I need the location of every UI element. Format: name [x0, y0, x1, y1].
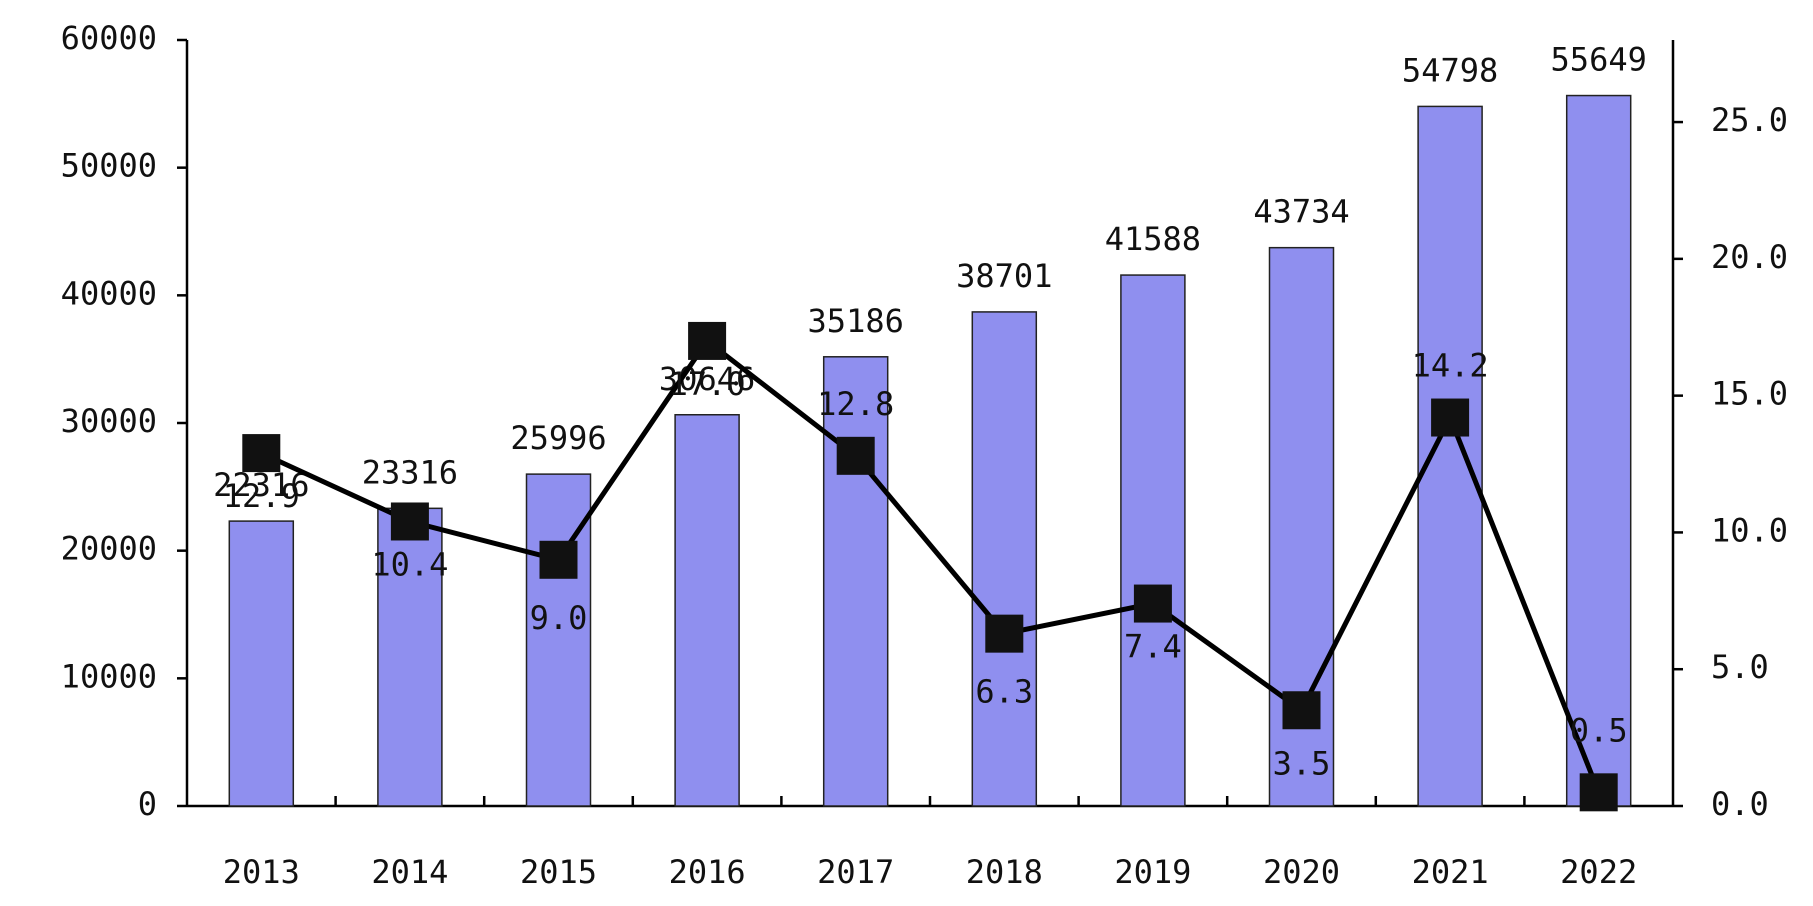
y2-tick-label: 5.0: [1711, 648, 1769, 686]
y2-tick-label: 25.0: [1711, 101, 1788, 139]
y-tick-label: 10000: [61, 657, 157, 695]
line-value-label: 10.4: [371, 545, 448, 583]
bar-value-label: 22316: [213, 466, 309, 504]
line-value-label: 7.4: [1124, 628, 1182, 666]
line-marker: [836, 436, 875, 475]
bar-value-label: 43734: [1253, 193, 1349, 231]
line-value-label: 12.8: [817, 385, 894, 423]
line-marker: [688, 321, 727, 360]
bar: [1120, 274, 1186, 807]
line-marker: [1431, 398, 1470, 437]
bar: [971, 311, 1038, 807]
x-tick-label: 2021: [1412, 853, 1489, 891]
x-tick-label: 2022: [1560, 853, 1637, 891]
bar-value-label: 38701: [956, 257, 1052, 295]
y-tick-label: 0: [138, 785, 157, 823]
line-marker: [1133, 584, 1172, 623]
y-tick-label: 40000: [61, 274, 157, 312]
bar: [1565, 94, 1632, 807]
line-value-label: 6.3: [975, 673, 1033, 711]
x-tick-label: 2015: [520, 853, 597, 891]
y-tick-label: 20000: [61, 530, 157, 568]
x-tick-label: 2020: [1263, 853, 1340, 891]
line: [260, 337, 1602, 794]
x-tick-label: 2017: [817, 853, 894, 891]
x-tick-label: 2013: [223, 853, 300, 891]
y-tick-label: 50000: [61, 147, 157, 185]
line-value-label: 12.9: [223, 477, 300, 515]
bar: [377, 507, 443, 807]
line-marker: [1282, 691, 1321, 730]
line-marker: [390, 502, 429, 541]
x-tick-label: 2019: [1114, 853, 1191, 891]
bar-value-label: 41588: [1105, 220, 1201, 258]
line-marker: [539, 540, 578, 579]
y-tick-label: 60000: [61, 19, 157, 57]
y2-tick-label: 20.0: [1711, 238, 1788, 276]
y2-tick-label: 0.0: [1711, 785, 1769, 823]
line-value-label: 9.0: [530, 599, 588, 637]
line-value-label: 17.0: [669, 365, 746, 403]
bar: [822, 356, 889, 807]
bar: [674, 414, 740, 807]
x-tick-label: 2018: [966, 853, 1043, 891]
y-tick-label: 30000: [61, 402, 157, 440]
line-value-label: 14.2: [1412, 347, 1489, 385]
x-tick-label: 2014: [371, 853, 448, 891]
line-marker: [1579, 773, 1618, 812]
bar-value-label: 35186: [808, 302, 904, 340]
y2-tick-label: 15.0: [1711, 375, 1788, 413]
line-value-label: 3.5: [1273, 744, 1331, 782]
bar: [228, 520, 295, 807]
bar-value-label: 55649: [1551, 41, 1647, 79]
x-tick-label: 2016: [669, 853, 746, 891]
y2-tick-label: 10.0: [1711, 511, 1788, 549]
line-value-label: 0.5: [1570, 711, 1628, 749]
line-marker: [985, 614, 1024, 653]
line-marker: [242, 434, 281, 473]
bar-value-label: 54798: [1402, 51, 1498, 89]
bar-value-label: 23316: [362, 453, 458, 491]
bar-value-label: 25996: [510, 419, 606, 457]
